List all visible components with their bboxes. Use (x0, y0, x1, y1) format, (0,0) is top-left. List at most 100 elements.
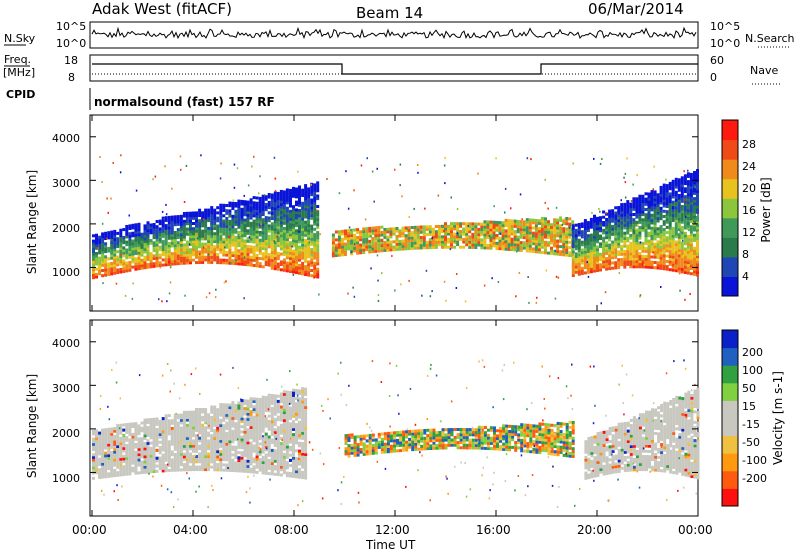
heatmap-cell (210, 227, 214, 230)
heatmap-cell (170, 228, 174, 232)
heatmap-cell (189, 429, 192, 432)
heatmap-cell (164, 247, 168, 251)
heatmap-cell (644, 257, 648, 261)
heatmap-cell (620, 224, 624, 227)
heatmap-cell (282, 253, 286, 257)
heatmap-cell (258, 251, 262, 255)
heatmap-cell-sparse (297, 170, 299, 173)
heatmap-cell (540, 240, 544, 244)
heatmap-cell-sparse (665, 178, 667, 181)
heatmap-cell (134, 236, 138, 240)
heatmap-cell (201, 439, 205, 443)
heatmap-cell (95, 236, 98, 240)
heatmap-cell (304, 205, 308, 208)
heatmap-cell (696, 210, 699, 214)
heatmap-cell (362, 245, 366, 249)
heatmap-cell (635, 241, 639, 245)
heatmap-cell (289, 191, 292, 195)
heatmap-cell (243, 249, 247, 253)
heatmap-cell (149, 260, 153, 263)
heatmap-cell (544, 235, 547, 239)
heatmap-cell (258, 416, 262, 420)
heatmap-cell (179, 243, 183, 247)
heatmap-cell-sparse (697, 231, 699, 234)
heatmap-cell (571, 268, 575, 272)
heatmap-cell (137, 248, 141, 252)
heatmap-cell (307, 237, 311, 240)
heatmap-cell-sparse (347, 292, 349, 295)
heatmap-cell (304, 270, 308, 274)
heatmap-cell-sparse (694, 186, 696, 189)
power-cbar-tick-12: 12 (742, 226, 756, 239)
heatmap-cell (222, 250, 226, 254)
heatmap-cell (98, 444, 102, 448)
heatmap-cell (310, 208, 314, 212)
heatmap-cell-sparse (276, 235, 278, 238)
heatmap-cell (434, 230, 438, 234)
heatmap-cell (593, 230, 596, 234)
heatmap-cell-sparse (243, 297, 245, 300)
heatmap-cell (307, 229, 311, 233)
heatmap-cell (365, 227, 369, 231)
heatmap-cell (225, 445, 229, 449)
heatmap-cell (113, 455, 117, 459)
heatmap-cell (453, 222, 457, 226)
heatmap-cell (519, 241, 523, 245)
heatmap-cell-sparse (443, 280, 446, 283)
heatmap-cell (298, 193, 301, 197)
heatmap-cell (689, 220, 693, 223)
heatmap-cell (301, 246, 305, 250)
heatmap-cell (344, 247, 347, 251)
heatmap-cell (632, 244, 636, 248)
heatmap-cell (231, 448, 235, 452)
heatmap-cell (644, 249, 648, 253)
heatmap-cell (261, 406, 265, 410)
heatmap-cell (213, 237, 217, 241)
heatmap-cell (104, 268, 108, 272)
heatmap-cell (137, 461, 141, 464)
heatmap-cell (605, 249, 609, 253)
heatmap-cell (249, 410, 253, 414)
heatmap-cell (107, 430, 111, 434)
heatmap-cell (668, 234, 672, 238)
heatmap-cell (237, 438, 241, 442)
heatmap-cell (444, 240, 447, 244)
heatmap-cell (240, 438, 244, 442)
heatmap-cell (285, 193, 289, 197)
heatmap-cell (240, 226, 244, 230)
heatmap-cell (164, 448, 168, 452)
heatmap-cell (608, 227, 612, 231)
heatmap-cell (92, 445, 95, 449)
heatmap-cell (626, 213, 630, 217)
heatmap-cell (279, 247, 283, 251)
heatmap-cell (252, 444, 256, 448)
heatmap-cell (101, 253, 105, 257)
heatmap-cell (525, 244, 529, 248)
heatmap-cell (122, 433, 126, 437)
heatmap-cell (198, 242, 202, 246)
power-cbar-tick-24: 24 (742, 160, 756, 173)
heatmap-cell (279, 252, 283, 256)
power-ytick-2000: 2000 (52, 222, 80, 235)
heatmap-cell (179, 468, 183, 472)
heatmap-cell (301, 209, 305, 213)
heatmap-cell (207, 245, 211, 249)
heatmap-cell-sparse (660, 286, 662, 288)
heatmap-cell (125, 462, 129, 466)
heatmap-cell (222, 429, 226, 433)
heatmap-cell (528, 218, 532, 222)
heatmap-cell (653, 190, 657, 194)
heatmap-cell (155, 235, 159, 239)
heatmap-cell (583, 237, 587, 241)
heatmap-cell (161, 432, 165, 436)
heatmap-cell (680, 225, 684, 229)
heatmap-cell (331, 254, 335, 258)
heatmap-cell (644, 247, 648, 251)
heatmap-cell (292, 186, 295, 190)
heatmap-cell (668, 213, 672, 217)
heatmap-cell (544, 246, 547, 250)
heatmap-cell (204, 434, 208, 438)
heatmap-cell (243, 464, 247, 468)
heatmap-cell (116, 445, 120, 448)
